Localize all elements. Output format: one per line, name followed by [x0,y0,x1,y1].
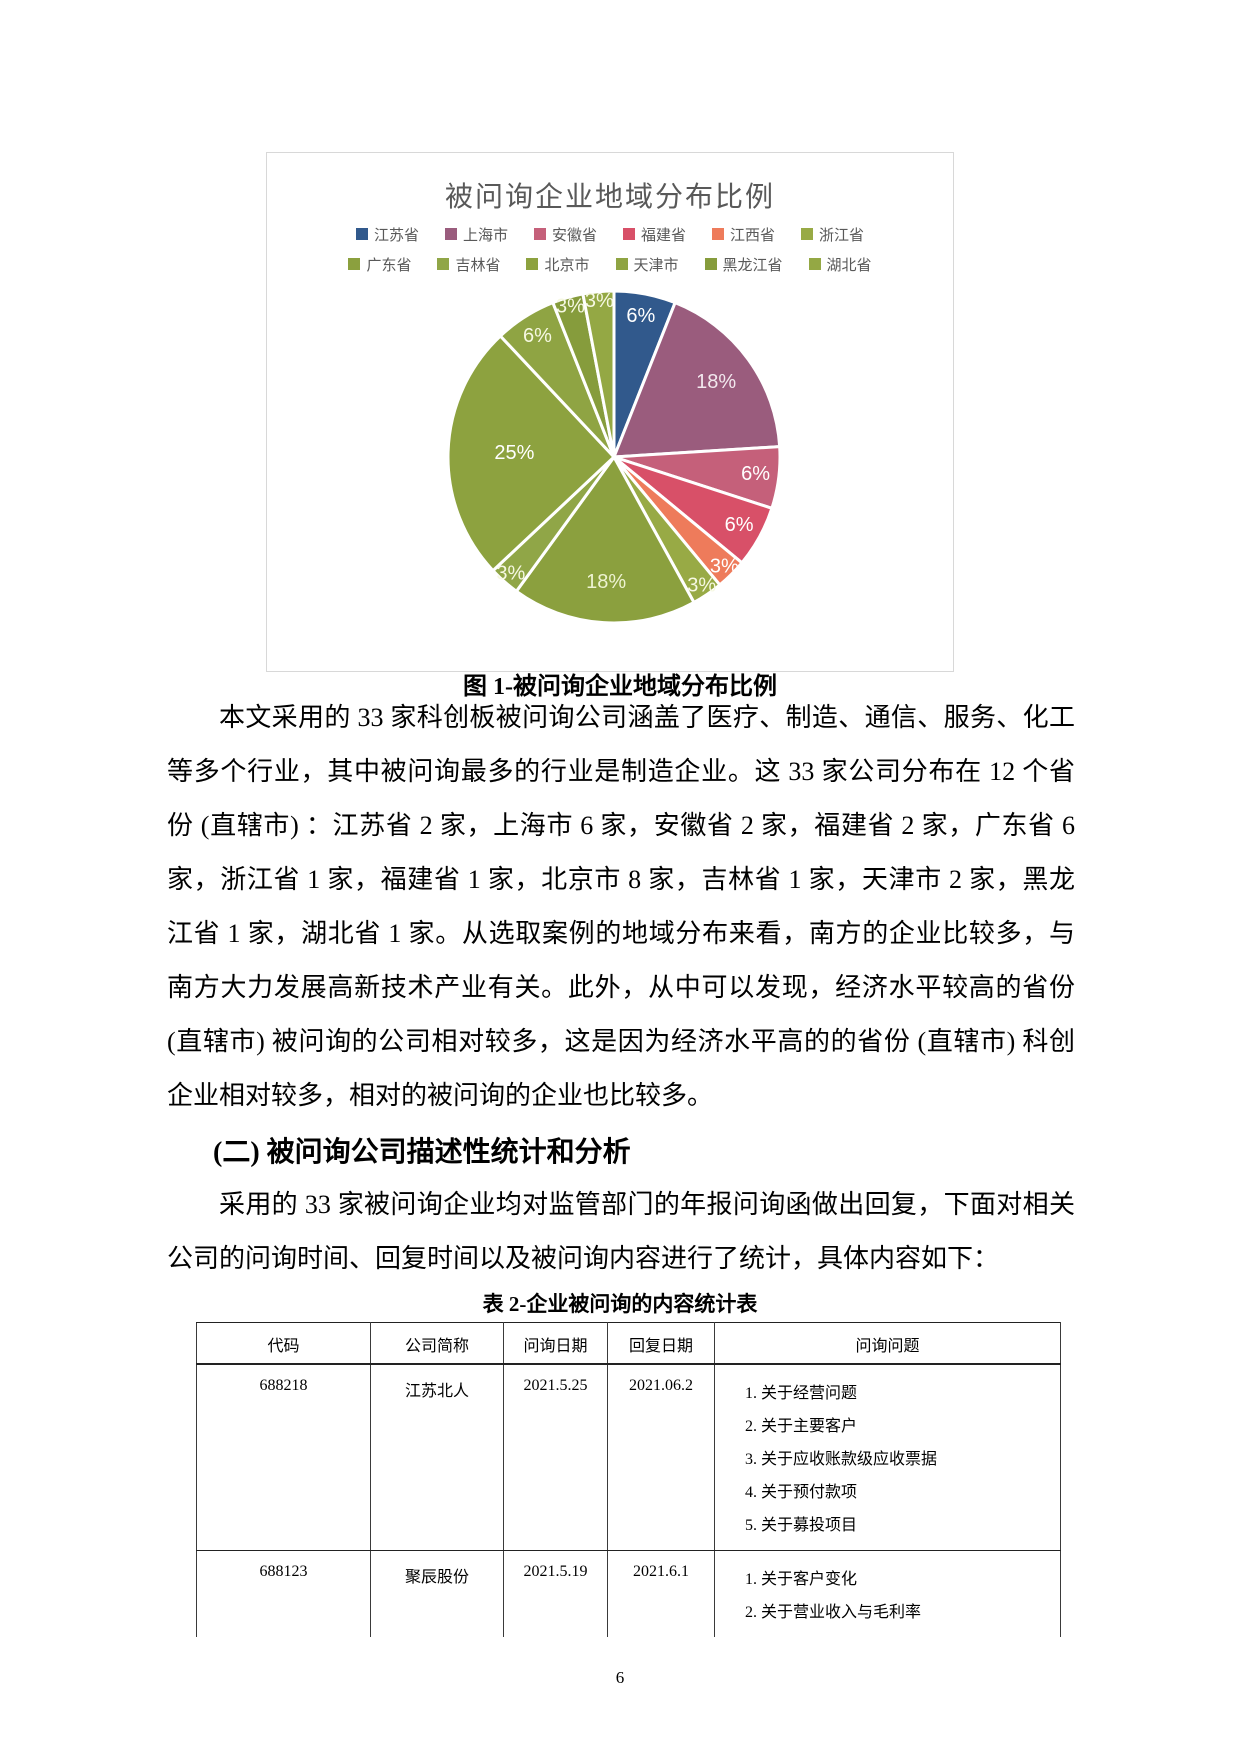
pie-label-上海市: 18% [696,371,736,393]
table-header-row: 代码 公司简称 问询日期 回复日期 问询问题 [196,1322,1061,1365]
cell-reply-date: 2021.06.2 [607,1364,715,1551]
legend-swatch-icon [615,258,628,270]
cell-inquiry-date: 2021.5.25 [503,1364,608,1551]
figure-chart-panel: 被问询企业地域分布比例 江苏省 上海市 安徽省 福建省 江西省 浙江省广东省 吉林省 北京市 天… [266,152,954,672]
legend-label: 江西省 [730,226,776,244]
legend-label: 江苏省 [373,226,419,244]
cell-inquiry-date: 2021.5.19 [503,1550,608,1637]
table-row: 688123 聚辰股份 2021.5.19 2021.6.1 1. 关于客户变化 2. 关… [196,1550,1061,1637]
legend-item-上海市: 上海市 [444,224,508,245]
inquiry-table-body: 688218 江苏北人 2021.5.25 2021.06.2 1. 关于经营问题 2. … [196,1364,1061,1637]
legend-item-江西省: 江西省 [712,224,775,245]
legend-swatch-icon [437,258,450,270]
inquiry-table: 代码 公司简称 问询日期 回复日期 问询问题 688218 江苏北人 2021.5.25 20… [196,1322,1061,1637]
chart-legend: 江苏省 上海市 安徽省 福建省 江西省 浙江省广东省 吉林省 北京市 天津市 黑龙江省 湖北省 [267,219,953,279]
legend-row: 广东省 吉林省 北京市 天津市 黑龙江省 湖北省 [267,249,953,279]
legend-item-广东省: 广东省 [348,254,411,275]
legend-item-黑龙江省: 黑龙江省 [704,254,783,275]
pie-label-天津市: 6% [523,325,552,347]
legend-label: 黑龙江省 [722,256,783,274]
legend-swatch-icon [533,228,546,240]
column-header: 公司简称 [370,1322,504,1365]
question-item: 4. 关于预付款项 [745,1484,858,1501]
legend-item-吉林省: 吉林省 [437,254,500,275]
pie-label-江西省: 3% [710,556,739,578]
column-header: 问询日期 [503,1322,608,1365]
section-heading: (二) 被问询公司描述性统计和分析 [213,1137,631,1168]
legend-item-天津市: 天津市 [615,254,679,275]
legend-label: 浙江省 [819,226,865,244]
table-row: 688218 江苏北人 2021.5.25 2021.06.2 1. 关于经营问题 2. … [196,1364,1061,1551]
legend-label: 天津市 [633,256,679,274]
legend-label: 广东省 [366,256,412,274]
cell-questions: 1. 关于经营问题 2. 关于主要客户 3. 关于应收账款级应收票据 4. 关于预付款… [714,1364,1061,1551]
legend-item-江苏省: 江苏省 [355,224,419,245]
legend-swatch-icon [712,228,725,240]
pie-label-江苏省: 6% [626,305,655,327]
chart-title: 被问询企业地域分布比例 [444,181,775,212]
cell-code: 688123 [196,1550,371,1637]
paragraph-region-distribution: 本文采用的 33 家科创板被问询公司涵盖了医疗、制造、通信、服务、化工等多个行业… [167,703,1075,1110]
page-number: 6 [615,1668,625,1687]
legend-swatch-icon [348,258,361,270]
legend-item-浙江省: 浙江省 [801,224,864,245]
question-item: 5. 关于募投项目 [745,1517,858,1534]
question-item: 1. 关于经营问题 [745,1385,858,1402]
pie-label-安徽省: 6% [741,463,770,485]
legend-label: 北京市 [544,256,590,274]
pie-slice-上海市 [612,301,782,459]
pie-label-黑龙江省: 3% [556,295,585,317]
cell-questions: 1. 关于客户变化 2. 关于营业收入与毛利率 [714,1550,1061,1637]
legend-swatch-icon [704,258,717,270]
cell-company: 江苏北人 [370,1364,504,1551]
pie-chart: 6%18%6%6%3%3%18%3%25%6%3% 3% [446,289,782,625]
legend-item-北京市: 北京市 [526,254,590,275]
column-header: 回复日期 [607,1322,715,1365]
legend-label: 福建省 [641,226,687,244]
legend-row: 江苏省 上海市 安徽省 福建省 江西省 浙江省 [267,219,953,249]
inquiry-table-head: 代码 公司简称 问询日期 回复日期 问询问题 [196,1322,1061,1365]
pie-label-浙江省: 3% [687,574,716,596]
cell-company: 聚辰股份 [370,1550,504,1637]
legend-item-福建省: 福建省 [623,224,686,245]
legend-item-安徽省: 安徽省 [533,224,597,245]
column-header: 代码 [196,1322,371,1365]
question-item: 2. 关于主要客户 [745,1418,858,1435]
legend-swatch-icon [808,258,821,270]
legend-swatch-icon [526,258,539,270]
legend-label: 上海市 [462,226,508,244]
legend-swatch-icon [355,228,368,240]
pie-label-吉林省: 3% [496,562,525,584]
pie-slice-湖北省 [581,289,616,459]
cell-code: 688218 [196,1364,371,1551]
pie-label-北京市: 25% [494,442,534,464]
column-header: 问询问题 [714,1322,1061,1365]
question-item: 2. 关于营业收入与毛利率 [745,1604,922,1621]
legend-swatch-icon [623,228,635,240]
table-caption: 表 2-企业被问询的内容统计表 [482,1292,758,1316]
pie-slice-北京市 [446,334,616,573]
pie-label-福建省: 6% [725,514,754,536]
legend-item-湖北省: 湖北省 [808,254,872,275]
legend-label: 安徽省 [551,226,597,244]
pie-label-广东省: 18% [586,571,626,593]
legend-swatch-icon [801,228,814,240]
cell-reply-date: 2021.6.1 [607,1550,715,1637]
question-item: 1. 关于客户变化 [745,1571,858,1588]
legend-swatch-icon [444,228,457,240]
pie-slice-广东省 [514,455,696,625]
legend-label: 湖北省 [826,256,872,274]
question-item: 3. 关于应收账款级应收票据 [745,1451,938,1468]
legend-label: 吉林省 [455,256,501,274]
paragraph-table-intro: 采用的 33 家被问询企业均对监管部门的年报问询函做出回复，下面对相关公司的问询… [167,1190,1075,1273]
pie-label-湖北省: 3% [585,290,614,312]
figure-caption: 图 1-被问询企业地域分布比例 [463,674,777,700]
